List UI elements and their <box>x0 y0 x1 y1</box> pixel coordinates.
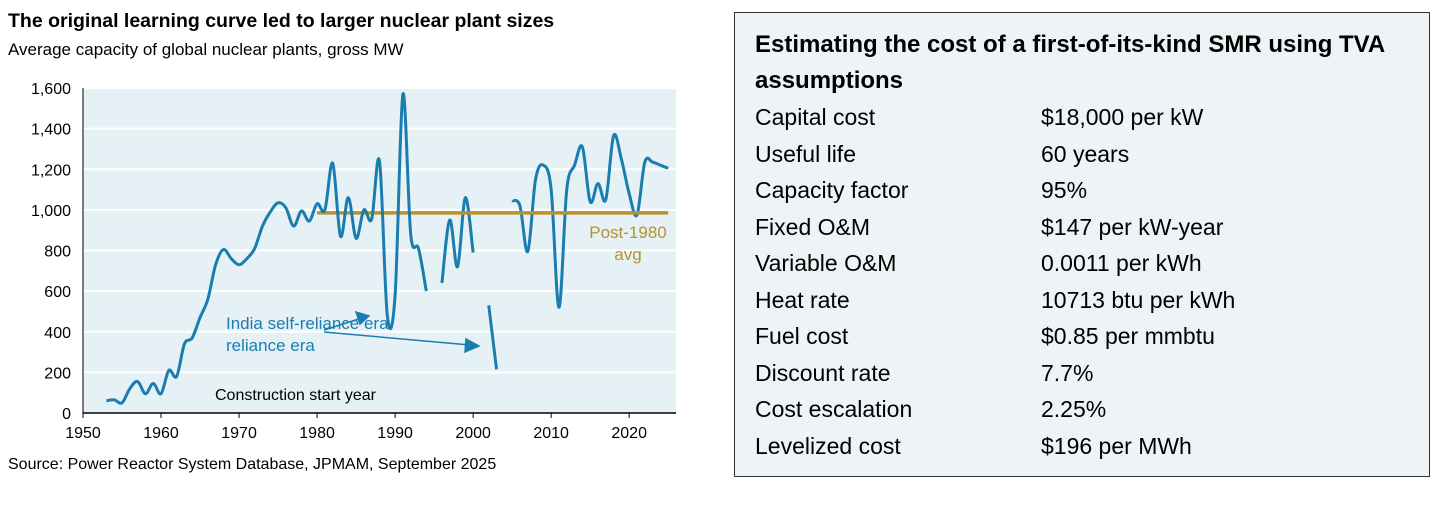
row-value: 10713 btu per kWh <box>1041 286 1236 313</box>
row-value: $0.85 per mmbtu <box>1041 323 1215 349</box>
x-tick-label: 1990 <box>377 425 413 442</box>
row-value: 60 years <box>1041 140 1130 167</box>
row-value: $196 per MWh <box>1041 432 1192 459</box>
annotation-arrows <box>323 310 481 354</box>
x-tick-label: 2010 <box>533 425 569 442</box>
x-tick-label: 1980 <box>299 425 335 442</box>
table-row: Variable O&M 0.0011 per kWh <box>755 245 1429 282</box>
row-label: Capital cost <box>755 104 876 130</box>
row-label: Heat rate <box>755 286 850 313</box>
table-row: Cost escalation 2.25% <box>755 391 1429 428</box>
annotation-india-2: reliance era <box>226 336 315 355</box>
row-value: $18,000 per kW <box>1041 104 1204 130</box>
y-tick-label: 1,000 <box>31 203 71 220</box>
capacity-series-segment <box>487 305 499 370</box>
table-row: Discount rate 7.7% <box>755 355 1429 392</box>
y-tick-label: 0 <box>62 406 71 423</box>
y-tick-label: 200 <box>44 365 71 382</box>
annotation-india: India self-reliance era <box>226 314 389 333</box>
row-value: 0.0011 per kWh <box>1041 250 1202 276</box>
smr-cost-table: Estimating the cost of a first-of-its-ki… <box>734 12 1430 477</box>
line-chart: 0 200 400 600 800 1,000 1,200 1,400 1,600 1950 196… <box>31 81 676 442</box>
row-value: 7.7% <box>1041 359 1094 386</box>
x-tick-label: 2000 <box>455 425 491 442</box>
x-axis-label: Construction start year <box>215 387 377 404</box>
table-row: Levelized cost $196 per MWh <box>755 428 1429 465</box>
y-tick-label: 1,400 <box>31 122 71 139</box>
x-tick-label: 1970 <box>221 425 257 442</box>
table-title: Estimating the cost of a first-of-its-ki… <box>755 31 1385 94</box>
y-tick-label: 600 <box>44 284 71 301</box>
capacity-series-segment <box>511 132 669 309</box>
table-row: Useful life 60 years <box>755 136 1429 173</box>
row-value: 2.25% <box>1041 396 1107 422</box>
row-label: Variable O&M <box>755 250 897 276</box>
table-row: Capital cost $18,000 per kW <box>755 99 1429 136</box>
row-value: 95% <box>1041 177 1088 203</box>
row-label: Discount rate <box>755 359 891 386</box>
row-label: Fixed O&M <box>755 213 871 240</box>
row-label: Levelized cost <box>755 432 901 459</box>
row-label: Fuel cost <box>755 323 849 349</box>
row-value: $147 per kW-year <box>1041 213 1224 240</box>
table-row: Fuel cost $0.85 per mmbtu <box>755 318 1429 355</box>
x-tick-label: 1950 <box>65 425 101 442</box>
y-tick-label: 1,600 <box>31 81 71 98</box>
capacity-series-segment <box>106 92 428 405</box>
table-row: Capacity factor 95% <box>755 172 1429 209</box>
table-row: Heat rate 10713 btu per kWh <box>755 282 1429 319</box>
x-tick-label: 1960 <box>143 425 179 442</box>
capacity-series-segment <box>440 196 475 284</box>
row-label: Cost escalation <box>755 396 913 422</box>
table-row: Fixed O&M $147 per kW-year <box>755 209 1429 246</box>
annotation-post1980: Post-1980 <box>589 223 667 242</box>
annotation-avg: avg <box>614 245 641 264</box>
row-label: Capacity factor <box>755 177 909 203</box>
source-note: Source: Power Reactor System Database, J… <box>8 456 497 473</box>
y-tick-label: 1,200 <box>31 162 71 179</box>
x-tick-label: 2020 <box>611 425 647 442</box>
y-tick-label: 800 <box>44 244 71 261</box>
chart-title: The original learning curve led to large… <box>8 10 555 32</box>
y-tick-label: 400 <box>44 325 71 342</box>
chart-subtitle: Average capacity of global nuclear plant… <box>8 40 404 59</box>
row-label: Useful life <box>755 140 856 167</box>
